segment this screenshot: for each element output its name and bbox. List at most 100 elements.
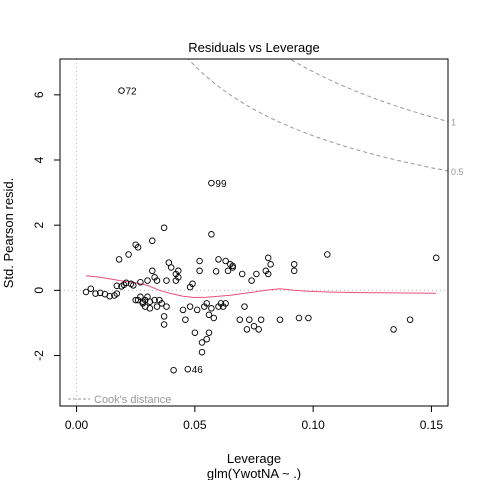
data-point [149, 267, 156, 275]
y-tick-label: 4 [32, 156, 46, 163]
data-point [113, 290, 121, 297]
data-point [141, 296, 149, 304]
x-axis-label: Leverage [227, 451, 281, 466]
data-point [290, 261, 298, 268]
data-point [160, 321, 168, 328]
data-point [229, 262, 236, 270]
data-point [250, 322, 258, 330]
data-point [160, 313, 168, 320]
data-point [87, 285, 95, 292]
point-label: 46 [192, 365, 204, 376]
data-point [222, 300, 229, 307]
data-point [153, 277, 161, 284]
data-point [160, 224, 168, 232]
data-point [198, 348, 206, 356]
data-point [130, 282, 137, 289]
data-point [241, 303, 248, 310]
data-point [137, 278, 144, 286]
point-label: 72 [126, 87, 138, 98]
y-axis-label: Std. Pearson resid. [1, 178, 16, 289]
data-point [290, 267, 298, 275]
data-point [134, 296, 142, 304]
data-point [175, 274, 182, 281]
data-point [115, 256, 123, 263]
data-point [196, 257, 203, 265]
plot-frame [59, 58, 449, 407]
data-point [134, 244, 142, 251]
x-tick-label: 0.15 [420, 418, 444, 432]
data-point [96, 289, 104, 297]
data-point [189, 280, 196, 288]
data-point [113, 282, 121, 290]
data-point [158, 300, 165, 307]
data-point [203, 300, 210, 307]
data-point [82, 288, 90, 296]
data-point [122, 279, 130, 287]
data-point [295, 314, 303, 322]
data-point [253, 270, 260, 278]
data-point [243, 326, 251, 333]
data-point [179, 306, 187, 314]
data-point [193, 306, 201, 314]
cook-contour-label: 0.5 [451, 167, 464, 177]
x-tick-label: 0.10 [301, 418, 325, 432]
data-point [156, 296, 163, 304]
data-point [198, 339, 206, 346]
data-point [406, 316, 414, 323]
cook-distance-contour [187, 59, 448, 172]
data-point [106, 292, 113, 300]
legend: Cook's distance [68, 394, 171, 406]
cook-distance-contour [289, 59, 448, 123]
legend-label: Cook's distance [94, 394, 171, 406]
data-point [144, 277, 151, 284]
y-tick-label: 0 [32, 287, 46, 294]
data-point [186, 303, 194, 310]
data-point [184, 365, 192, 373]
data-point [146, 305, 154, 312]
y-tick-label: -2 [32, 350, 46, 361]
data-point [208, 305, 215, 312]
data-point [132, 296, 139, 304]
y-tick-label: 6 [32, 91, 46, 98]
data-point [167, 264, 175, 271]
data-point [255, 326, 262, 333]
data-point [125, 251, 132, 258]
data-point [276, 316, 284, 323]
x-tick-label: 0.00 [65, 418, 89, 432]
x-tick-label: 0.05 [183, 418, 207, 432]
data-point [324, 251, 331, 258]
data-point [118, 87, 125, 94]
data-point [210, 314, 218, 322]
y-tick-label: 2 [32, 222, 46, 229]
data-point [222, 257, 229, 265]
data-point [205, 329, 213, 336]
data-point [163, 277, 170, 284]
data-point [248, 277, 255, 284]
point-label: 99 [215, 179, 227, 190]
data-point [163, 303, 170, 310]
data-point [305, 314, 312, 322]
data-point [267, 261, 274, 268]
data-point [432, 254, 440, 262]
data-point [215, 256, 222, 263]
data-point [153, 303, 161, 310]
data-point [208, 179, 215, 187]
data-point [203, 335, 210, 343]
data-point [92, 290, 99, 297]
data-point [151, 296, 158, 304]
smoother-line [85, 275, 437, 299]
data-point [205, 311, 213, 319]
data-point [149, 237, 156, 245]
data-point [264, 270, 272, 278]
data-point [236, 316, 244, 323]
data-point [196, 267, 203, 275]
data-point [191, 329, 199, 336]
data-point [238, 270, 246, 278]
data-point [208, 231, 215, 238]
data-point [146, 298, 154, 305]
data-point [390, 326, 397, 333]
data-point [182, 316, 189, 323]
cook-contour-label: 1 [451, 118, 456, 128]
data-point [246, 316, 253, 323]
